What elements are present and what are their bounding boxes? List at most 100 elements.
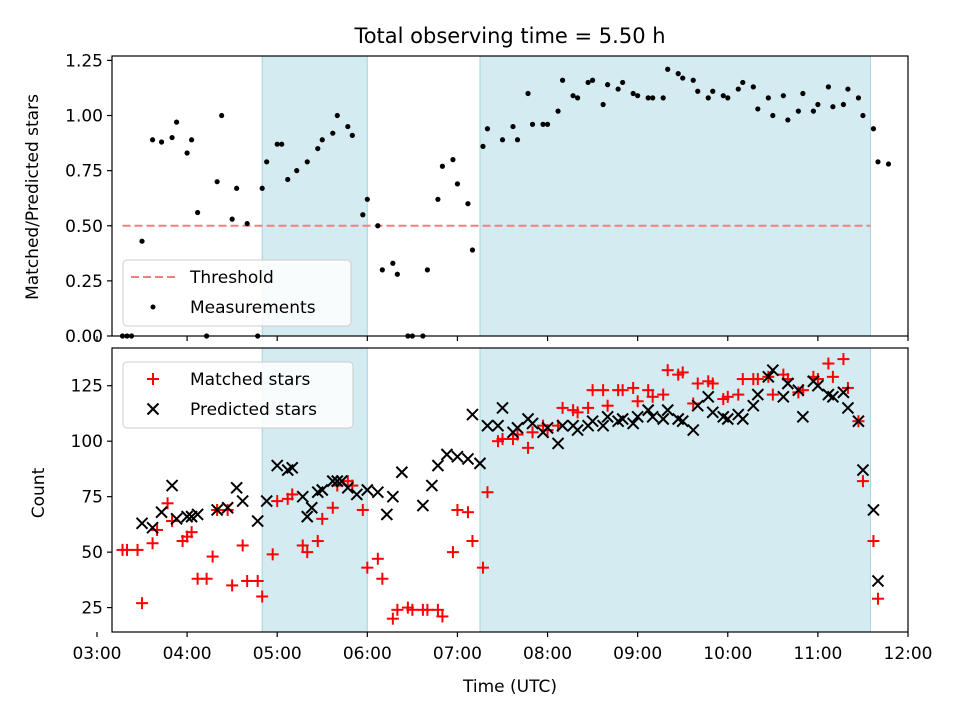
bottom-shaded-intervals [261,348,871,632]
predicted-star-point [762,370,775,384]
matched-star-point [586,384,599,397]
predicted-star-point [856,463,870,477]
matched-star-point [226,579,239,592]
measurement-point [840,101,847,108]
x-b [822,388,835,401]
measurement-point [720,93,726,99]
predicted-star-point [751,388,765,401]
predicted-star-point [526,417,539,430]
matched-star-point [451,503,464,516]
x-b [326,474,339,488]
measurement-point [675,71,681,77]
measurement-point [705,95,711,101]
legend-matched-label: Matched stars [190,370,310,390]
y-tick-label: 1.25 [65,51,103,71]
predicted-star-point [286,461,299,475]
measurement-point [499,137,506,143]
x-b [541,421,554,435]
matched-star-point [687,397,700,410]
y-tick-label: 0.25 [65,272,103,292]
predicted-star-point [837,386,850,399]
matched-star-point [421,603,434,616]
measurement-point [680,75,686,81]
predicted-star-point [416,499,430,512]
bottom-legend: Matched stars Predicted stars [122,361,354,429]
matched-star-point [136,597,149,610]
x-b [852,415,865,428]
legend-matched-swatch [147,373,159,385]
measurement-point [330,130,336,136]
matched-star-point [466,535,479,548]
legend-threshold-label: Threshold [189,268,274,288]
x-b [260,494,273,508]
matched-star-point [131,543,144,556]
predicted-star-point [556,419,569,432]
matched-star-point [691,377,704,390]
predicted-star-point [781,377,795,390]
matched-star-point [571,406,584,419]
matched-star-point [296,539,309,552]
measurement-point [870,126,877,132]
measurement-point [439,163,446,169]
x-b [316,483,329,497]
predicted-star-point [841,401,855,415]
x-b [350,488,364,501]
measurement-point [559,77,566,83]
x-b [481,419,494,432]
x-b [646,410,659,423]
matched-star-point [616,384,629,397]
y-tick-label: 0.50 [65,217,103,237]
measurement-point [360,212,366,218]
x-b [796,410,810,423]
x-b [221,501,234,514]
x-b [236,494,249,508]
measurement-point [770,112,776,119]
x-b [461,452,475,466]
matched-star-point [391,603,404,616]
measurement-point [279,141,285,147]
y-tick-label: 1.00 [65,107,103,127]
matched-star-point [526,426,539,439]
matched-star-point [627,381,640,394]
x-b [170,512,183,526]
x-b [811,379,825,392]
predicted-star-point [571,423,584,437]
x-tick-label: 11:00 [793,644,842,664]
matched-star-point [166,515,179,528]
legend-measurements-swatch [150,304,156,310]
predicted-star-point [852,415,865,428]
top-legend: Threshold Measurements [122,259,352,327]
matched-star-point [356,503,369,516]
predicted-star-point [676,415,689,428]
x-b [751,388,765,401]
matched-star-point [541,424,554,437]
predicted-star-point [551,437,565,450]
measurement-point [735,86,741,92]
predicted-star-point [706,406,719,419]
matched-star-point [811,373,824,386]
matched-star-point [706,377,719,390]
x-b [656,412,670,426]
measurement-point [665,66,671,72]
x-b [631,410,644,423]
matched-star-point [256,590,269,603]
measurement-point [635,93,641,99]
x-b [596,419,610,432]
measurement-point [755,106,761,112]
predicted-star-point [395,466,409,479]
predicted-star-point [641,403,655,417]
matched-star-point [822,357,835,370]
predicted-star-point [646,410,659,423]
measurement-point [484,126,491,132]
measurement-points [119,66,892,339]
x-b [841,401,855,415]
x-b [526,417,539,430]
x-b [331,474,344,488]
matched-star-point [511,428,524,441]
x-tick-label: 03:00 [72,644,121,664]
measurement-point [690,77,696,83]
x-b [867,503,880,517]
matched-star-point [376,572,389,585]
shaded-interval-1 [479,348,871,632]
measurement-point [195,209,201,216]
